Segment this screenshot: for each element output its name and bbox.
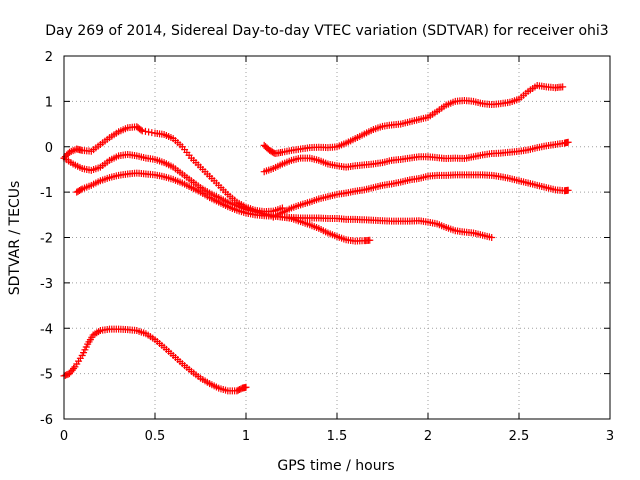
tick-labels: 0 0.5 1 1.5 2 2.5 3 -6 -5 -4 -3 -2 -1 0 1 2 <box>40 50 614 444</box>
data-point <box>366 236 374 244</box>
data-series-arc-6 <box>260 138 572 176</box>
data-point <box>488 234 496 241</box>
plot-frame <box>63 55 611 420</box>
x-tick-label: 1 <box>242 429 250 444</box>
data-series-arc-4 <box>60 325 250 395</box>
data-series-arc-7 <box>269 171 572 221</box>
data-point <box>559 83 567 91</box>
x-tick-label: 0.5 <box>145 429 166 444</box>
y-tick-label: 0 <box>45 141 53 156</box>
chart-title: Day 269 of 2014, Sidereal Day-to-day VTE… <box>45 23 608 39</box>
y-tick-label: -3 <box>40 277 53 292</box>
y-tick-label: -4 <box>40 322 53 337</box>
data-point <box>77 186 85 194</box>
x-tick-label: 2 <box>424 429 432 444</box>
data-point <box>70 365 78 373</box>
data-point <box>242 383 250 391</box>
y-tick-label: 2 <box>45 50 53 65</box>
data-points <box>60 81 572 395</box>
data-series-arc-3 <box>73 169 496 241</box>
y-tick-label: -5 <box>40 368 53 383</box>
data-series-arc-5 <box>260 81 567 158</box>
y-axis-title: SDTVAR / TECUs <box>7 181 23 296</box>
y-tick-label: -1 <box>40 186 53 201</box>
data-point <box>69 147 77 155</box>
y-tick-label: -2 <box>40 232 53 247</box>
x-tick-label: 2.5 <box>509 429 530 444</box>
data-point <box>564 138 572 146</box>
x-tick-label: 3 <box>606 429 614 444</box>
y-tick-label: -6 <box>40 413 53 428</box>
y-tick-label: 1 <box>45 95 53 110</box>
x-tick-label: 1.5 <box>327 429 348 444</box>
data-point <box>564 186 572 194</box>
data-point <box>137 126 145 134</box>
x-axis-title: GPS time / hours <box>277 458 394 474</box>
x-tick-label: 0 <box>60 429 68 444</box>
